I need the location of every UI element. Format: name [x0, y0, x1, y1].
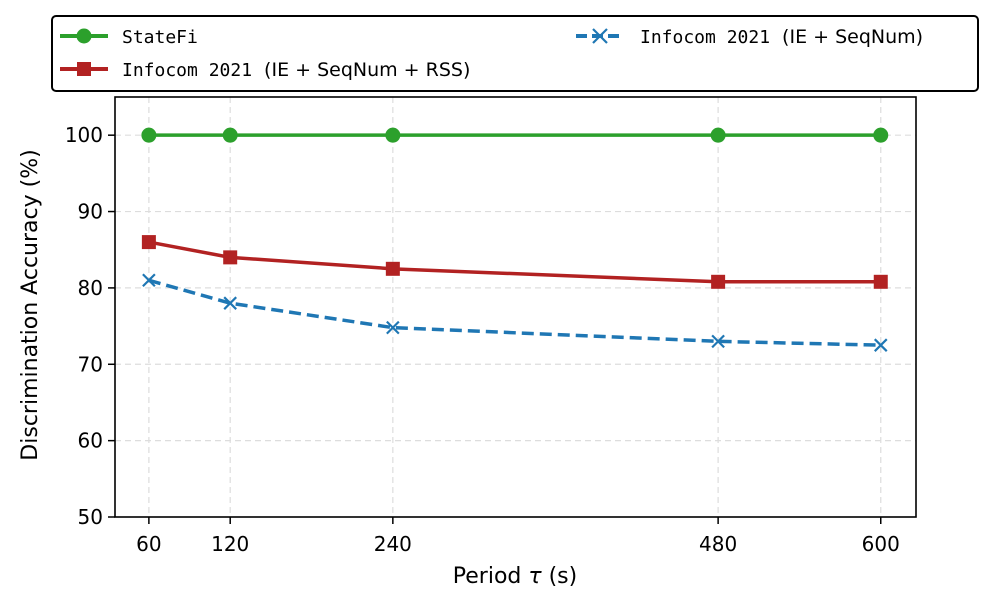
legend-entry-ie-seqnum-rss: Infocom 2021 (IE + SeqNum + RSS) — [60, 59, 470, 81]
x-axis-label: Period τ (s) — [453, 564, 577, 589]
legend-box — [51, 15, 979, 92]
legend-label-statefi: StateFi — [122, 27, 198, 48]
series-layer — [141, 127, 889, 352]
legend-marker-ie-seqnum-rss — [77, 62, 91, 76]
data-point-ie-seqnum-rss — [873, 274, 888, 289]
legend-marker-ie-seqnum — [592, 28, 608, 44]
axis-ticks: 60 120 240 480 600 50 60 70 80 90 100 — [65, 123, 900, 556]
data-point-ie-seqnum — [386, 320, 400, 335]
legend-label-ie-seqnum-mono: Infocom 2021 — [640, 27, 770, 48]
y-tick-label: 70 — [78, 352, 103, 376]
data-point-ie-seqnum — [223, 296, 237, 310]
legend-label-ie-seqnum: Infocom 2021 (IE + SeqNum) — [640, 26, 923, 48]
data-point-statefi — [385, 127, 401, 143]
data-point-statefi — [222, 127, 238, 143]
legend-entry-ie-seqnum: Infocom 2021 (IE + SeqNum) — [576, 26, 923, 48]
series-line-ie-seqnum-rss — [148, 240, 881, 284]
y-axis-label: Discrimination Accuracy (%) — [18, 149, 43, 460]
legend-label-ie-seqnum-rss-rest: (IE + SeqNum + RSS) — [264, 59, 470, 81]
x-tick-label: 60 — [136, 532, 161, 556]
x-axis-label-symbol: τ — [528, 564, 542, 589]
x-axis-label-prefix: Period — [453, 564, 529, 589]
data-point-ie-seqnum — [711, 334, 725, 349]
data-point-ie-seqnum-rss — [141, 235, 156, 250]
x-tick-label: 480 — [699, 532, 737, 556]
x-tick-label: 600 — [862, 532, 900, 556]
data-point-ie-seqnum-rss — [223, 250, 238, 265]
y-tick-label: 90 — [78, 200, 103, 224]
data-point-ie-seqnum-rss — [711, 274, 726, 289]
y-tick-label: 80 — [78, 276, 103, 300]
legend-marker-statefi — [76, 28, 92, 44]
y-tick-label: 60 — [78, 429, 103, 453]
x-axis-label-suffix: (s) — [542, 564, 578, 589]
data-point-ie-seqnum — [142, 273, 156, 288]
data-point-statefi — [873, 127, 889, 143]
x-tick-label: 240 — [374, 532, 412, 556]
plot-frame — [114, 96, 917, 518]
series-line-ie-seqnum — [148, 278, 881, 347]
data-point-ie-seqnum-rss — [385, 261, 400, 276]
data-point-ie-seqnum — [873, 338, 888, 352]
data-point-statefi — [710, 127, 726, 143]
data-point-statefi — [141, 127, 157, 143]
x-tick-label: 120 — [211, 532, 249, 556]
legend-label-ie-seqnum-rss-mono: Infocom 2021 — [122, 60, 252, 81]
legend-label-ie-seqnum-rest: (IE + SeqNum) — [782, 26, 923, 48]
y-tick-label: 100 — [65, 123, 103, 147]
y-tick-label: 50 — [78, 505, 103, 529]
legend-entry-statefi: StateFi — [60, 27, 198, 48]
legend-label-ie-seqnum-rss: Infocom 2021 (IE + SeqNum + RSS) — [122, 59, 470, 81]
